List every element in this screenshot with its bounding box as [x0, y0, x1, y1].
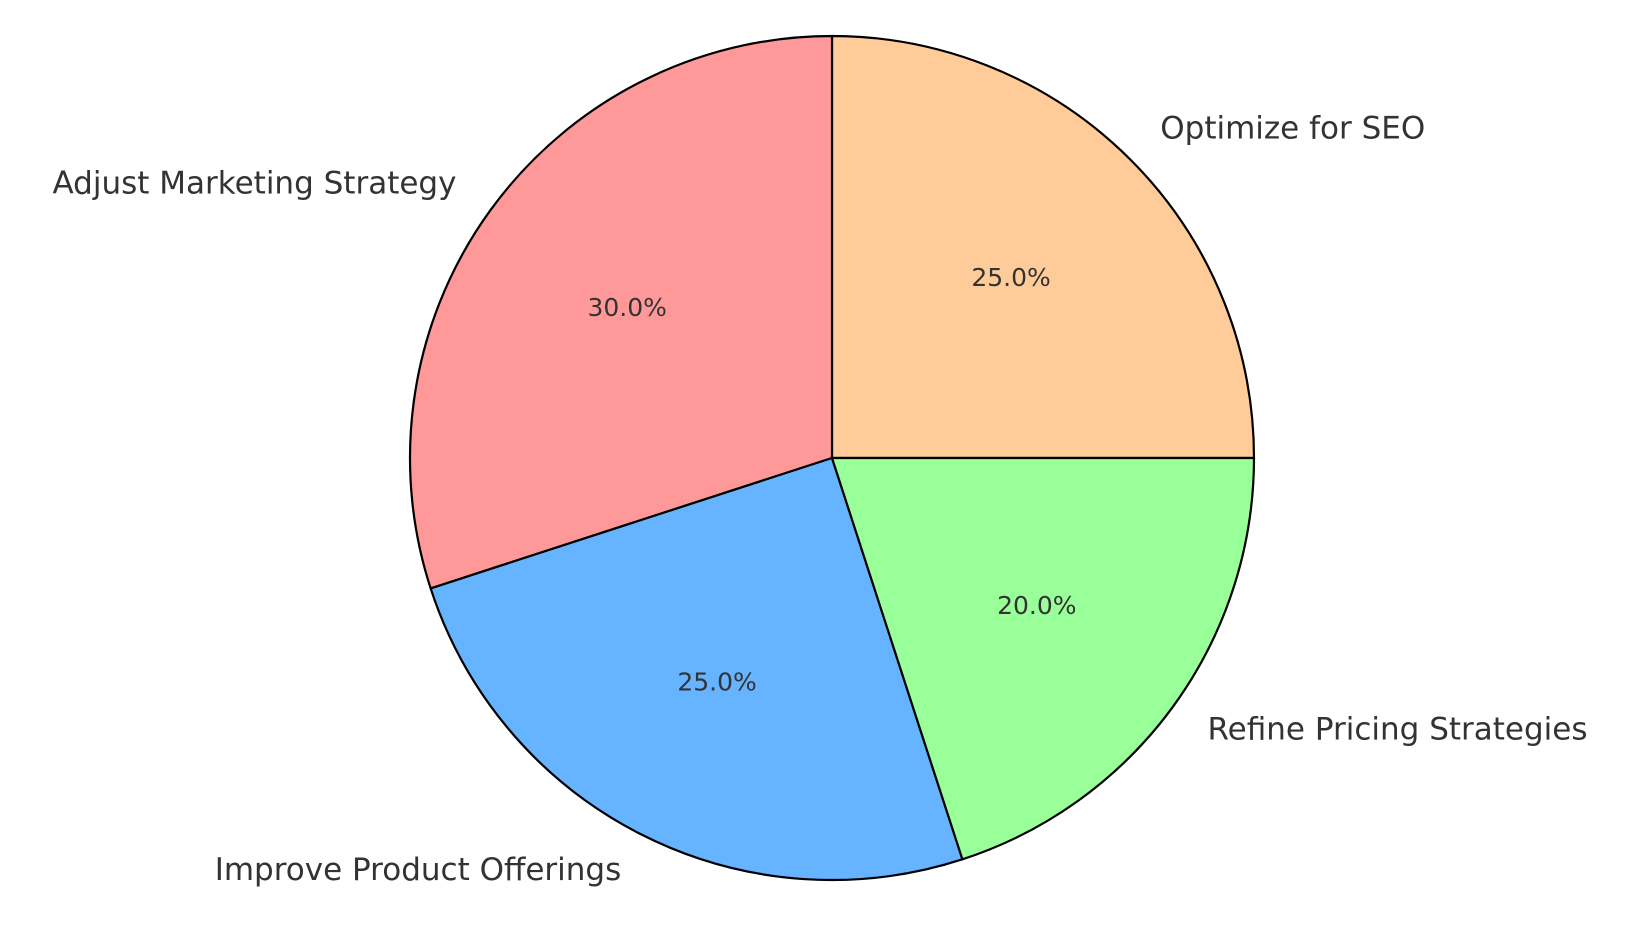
slice-adjust-marketing-strategy: [408, 34, 834, 590]
slice-improve-product-offerings: [429, 456, 964, 882]
label-refine-pricing-strategies: Refine Pricing Strategies: [1208, 711, 1588, 747]
percent-label-improve-product-offerings: 25.0%: [677, 668, 756, 697]
label-adjust-marketing-strategy: Adjust Marketing Strategy: [53, 166, 457, 202]
slices-layer: [408, 34, 1256, 882]
label-optimize-for-seo: Optimize for SEO: [1160, 110, 1425, 146]
labels-layer: Optimize for SEO 25.0% Adjust Marketing St…: [53, 110, 1588, 888]
percent-label-optimize-for-seo: 25.0%: [971, 263, 1050, 292]
slice-optimize-for-seo: [830, 34, 1256, 460]
percent-label-adjust-marketing-strategy: 30.0%: [587, 293, 666, 322]
percent-label-refine-pricing-strategies: 20.0%: [997, 591, 1076, 620]
label-improve-product-offerings: Improve Product Offerings: [215, 852, 622, 888]
slice-refine-pricing-strategies: [830, 456, 1256, 861]
